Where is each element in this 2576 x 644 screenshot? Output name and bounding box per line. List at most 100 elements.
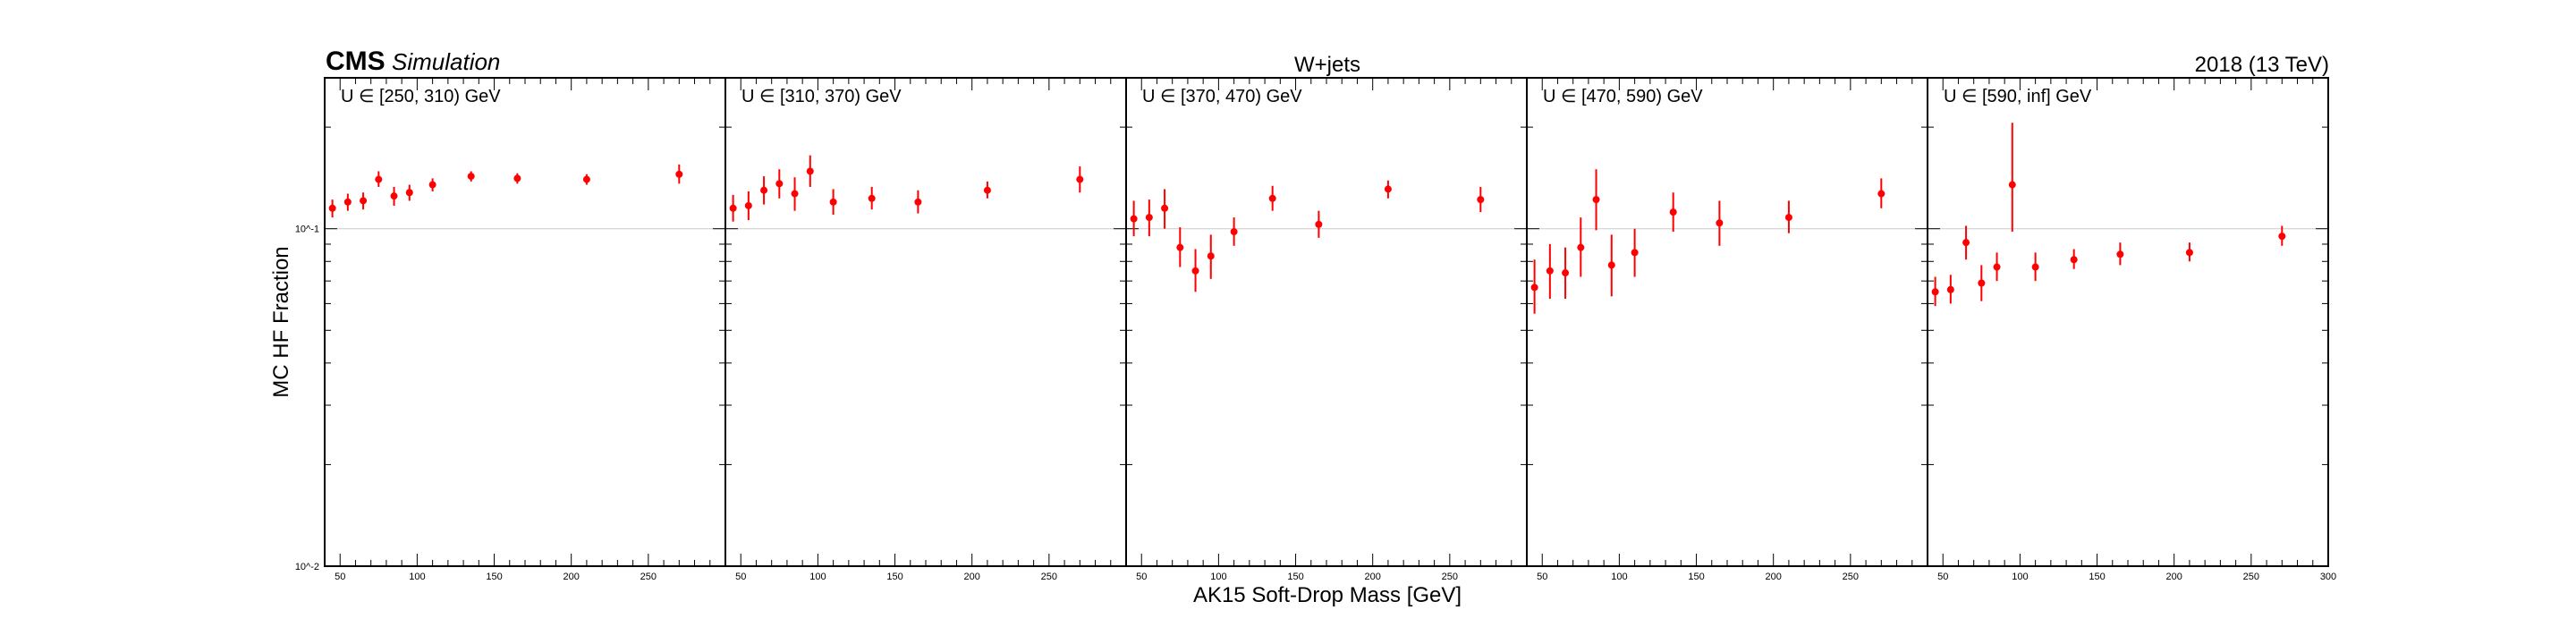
data-point bbox=[791, 190, 799, 198]
data-point bbox=[343, 198, 352, 206]
x-tick-label: 100 bbox=[809, 572, 826, 582]
x-tick-label: 200 bbox=[564, 572, 580, 582]
data-point bbox=[328, 204, 336, 212]
data-point bbox=[1477, 196, 1485, 204]
data-point bbox=[2116, 250, 2124, 258]
x-tick-label: 100 bbox=[409, 572, 425, 582]
y-tick-label-0p1: 10^-1 bbox=[295, 225, 319, 235]
data-point bbox=[1631, 249, 1639, 257]
panel-4: 50 100 150 200 250 U ∈ [470, 590) GeV bbox=[1526, 77, 1928, 582]
data-point bbox=[1207, 252, 1215, 260]
panel-label: U ∈ [470, 590) GeV bbox=[1543, 87, 1703, 106]
x-tick-label: 250 bbox=[640, 572, 657, 582]
x-tick-label: 150 bbox=[486, 572, 502, 582]
data-point bbox=[1716, 219, 1724, 227]
data-point bbox=[1546, 267, 1554, 275]
data-point bbox=[428, 181, 436, 189]
data-point bbox=[467, 173, 475, 181]
panel-3: 50 100 150 200 250 U ∈ [370, 470) GeV bbox=[1125, 77, 1528, 582]
data-point bbox=[868, 194, 876, 202]
panel-label: U ∈ [590, inf] GeV bbox=[1944, 87, 2092, 106]
data-point bbox=[582, 175, 590, 183]
x-tick-label: 250 bbox=[1442, 572, 1458, 582]
x-tick-label: 150 bbox=[1287, 572, 1303, 582]
panel-frame bbox=[1526, 77, 1928, 567]
data-point bbox=[1962, 239, 1970, 247]
data-point bbox=[1230, 228, 1238, 236]
data-point bbox=[1562, 269, 1570, 277]
data-point bbox=[675, 170, 683, 178]
data-point bbox=[1161, 204, 1169, 212]
data-point bbox=[2185, 249, 2193, 257]
data-point bbox=[1669, 208, 1677, 216]
data-point bbox=[1592, 196, 1600, 204]
chart-title: W+jets bbox=[1294, 53, 1360, 77]
data-point bbox=[744, 201, 752, 209]
panel-label: U ∈ [370, 470) GeV bbox=[1142, 87, 1302, 106]
x-tick-label: 200 bbox=[1766, 572, 1782, 582]
y-axis-label: MC HF Fraction bbox=[269, 246, 293, 397]
data-point bbox=[1978, 279, 1986, 287]
data-point bbox=[729, 204, 737, 212]
x-tick-label: 150 bbox=[1688, 572, 1704, 582]
data-point bbox=[983, 186, 991, 194]
data-point bbox=[1384, 185, 1392, 193]
data-point bbox=[390, 192, 398, 200]
data-point bbox=[914, 198, 922, 206]
data-point bbox=[1577, 243, 1585, 251]
x-tick-label: 50 bbox=[1537, 572, 1547, 582]
panel-5: 50 100 150 200 250 300 U ∈ [590, inf] GeV bbox=[1927, 77, 2336, 582]
x-axis-label: AK15 Soft-Drop Mass [GeV] bbox=[1193, 583, 1462, 607]
y-tick-label-0p01: 10^-2 bbox=[295, 562, 319, 572]
data-point bbox=[1315, 220, 1323, 228]
x-tick-label: 100 bbox=[1611, 572, 1627, 582]
data-point bbox=[1607, 261, 1615, 269]
data-point bbox=[2278, 233, 2286, 241]
x-tick-label: 200 bbox=[1365, 572, 1381, 582]
data-point bbox=[513, 174, 521, 182]
panel-frame bbox=[1125, 77, 1528, 567]
x-tick-label: 100 bbox=[2012, 572, 2028, 582]
panel-2: 50 100 150 200 250 U ∈ [310, 370) GeV bbox=[724, 77, 1127, 582]
x-tick-label: 250 bbox=[2243, 572, 2259, 582]
data-point bbox=[1784, 214, 1792, 222]
data-point bbox=[1268, 194, 1276, 202]
data-point bbox=[1191, 267, 1199, 275]
data-point bbox=[1877, 190, 1885, 198]
x-tick-label: 200 bbox=[2166, 572, 2182, 582]
data-point bbox=[375, 175, 383, 183]
x-tick-label: 250 bbox=[1041, 572, 1057, 582]
panel-frame bbox=[724, 77, 1127, 567]
chart-header: CMS Simulation W+jets 2018 (13 TeV) bbox=[326, 47, 2329, 77]
data-point bbox=[1993, 263, 2001, 271]
x-tick-label: 50 bbox=[1937, 572, 1948, 582]
data-point bbox=[760, 186, 768, 194]
data-point bbox=[775, 180, 784, 188]
data-point bbox=[1176, 243, 1184, 251]
data-point bbox=[2008, 181, 2016, 189]
data-point bbox=[405, 189, 413, 197]
lumi-label: 2018 (13 TeV) bbox=[2195, 53, 2329, 77]
data-point bbox=[1946, 285, 1954, 293]
data-point bbox=[360, 197, 368, 205]
x-tick-label: 200 bbox=[964, 572, 980, 582]
panel-label: U ∈ [250, 310) GeV bbox=[341, 87, 501, 106]
data-point bbox=[1530, 284, 1538, 292]
panel-frame bbox=[324, 77, 726, 567]
data-point bbox=[2070, 256, 2078, 264]
data-point bbox=[1130, 215, 1138, 223]
data-point bbox=[829, 198, 837, 206]
data-point bbox=[1931, 288, 1939, 296]
x-tick-label: 150 bbox=[2089, 572, 2105, 582]
x-tick-label: 250 bbox=[1843, 572, 1859, 582]
panel-frame bbox=[1927, 77, 2329, 567]
x-tick-label: 300 bbox=[2320, 572, 2336, 582]
x-tick-label: 50 bbox=[335, 572, 345, 582]
x-tick-label: 150 bbox=[886, 572, 902, 582]
cms-sublabel: Simulation bbox=[392, 48, 500, 75]
x-tick-label: 100 bbox=[1210, 572, 1226, 582]
cms-label: CMS bbox=[326, 47, 386, 76]
panels-group: 10^-1 10^-2 50 100 150 200 250 U ∈ [250, 310) G… bbox=[295, 77, 2336, 582]
data-point bbox=[1145, 214, 1153, 222]
